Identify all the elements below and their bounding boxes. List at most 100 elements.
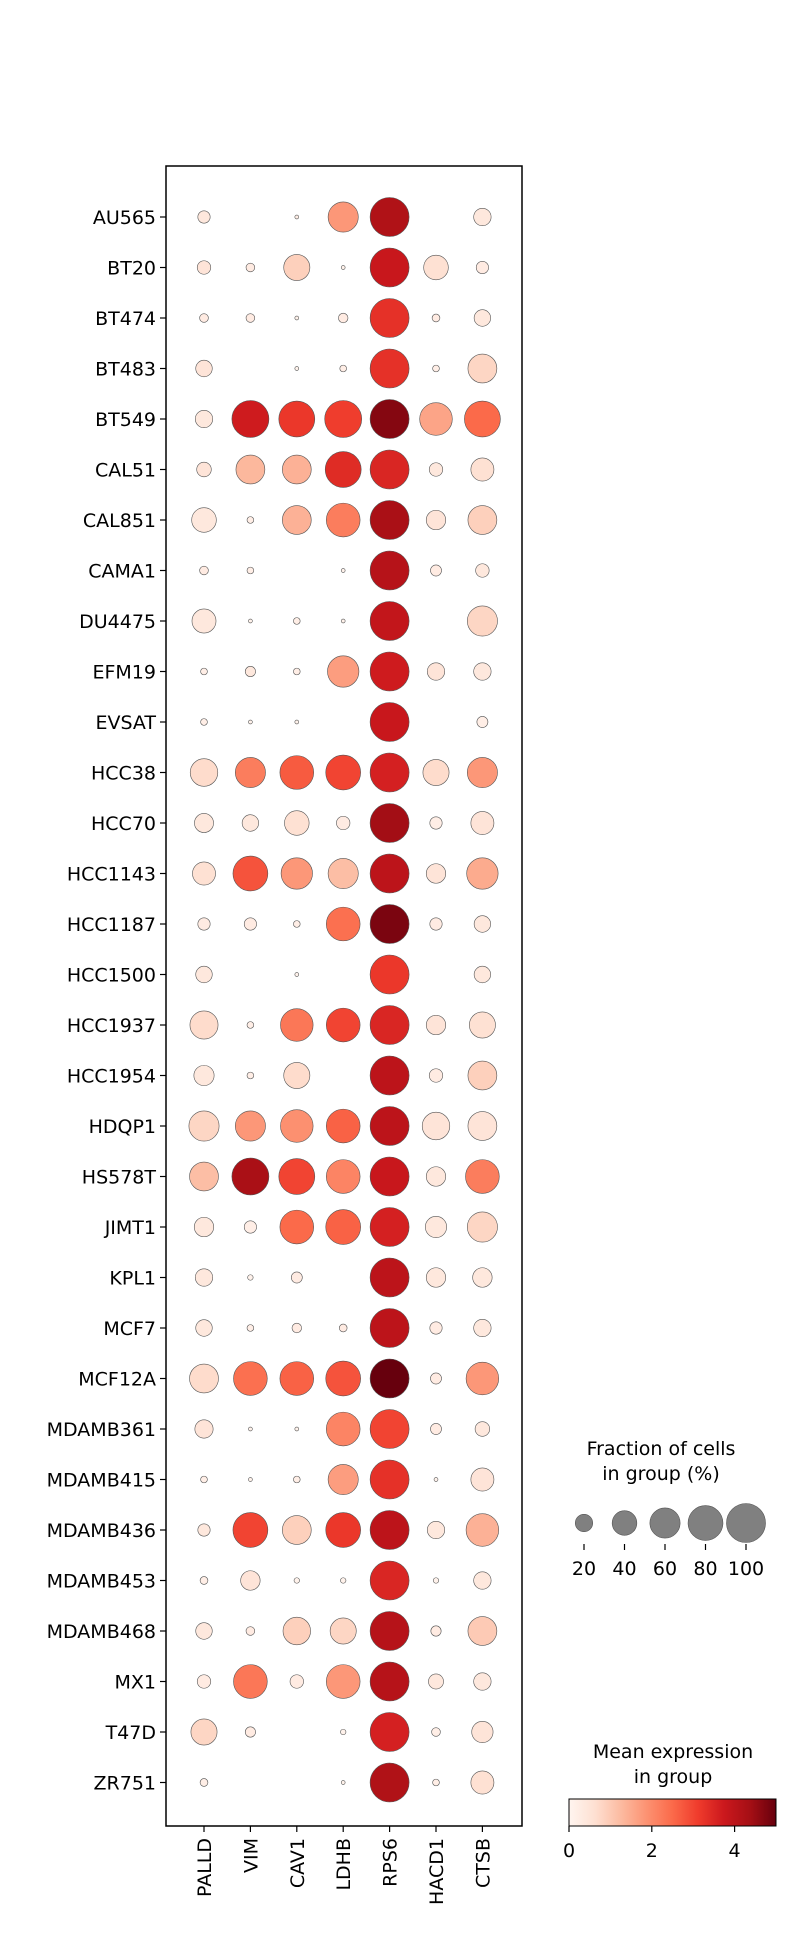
dot-cal851-palld	[191, 507, 217, 533]
dot-hdqp1-ctsb	[467, 1111, 498, 1141]
dot-hcc70-vim	[241, 814, 259, 832]
dot-hcc1500-ctsb	[473, 965, 491, 984]
dot-hcc38-palld	[189, 758, 219, 787]
dot-mcf7-vim	[246, 1324, 255, 1332]
dot-hdqp1-ldhb	[326, 1108, 361, 1144]
dot-bt474-ldhb	[338, 312, 349, 324]
dot-efm19-cav1	[293, 667, 301, 676]
dot-hcc38-rps6	[369, 752, 410, 793]
dot-bt20-palld	[196, 260, 212, 275]
dot-hcc1954-rps6	[369, 1055, 410, 1096]
dot-hcc1143-ctsb	[466, 857, 499, 890]
dot-mdamb361-palld	[194, 1419, 214, 1439]
dot-hcc1187-ldhb	[326, 906, 361, 942]
dot-du4475-ctsb	[466, 605, 498, 637]
colorbar-tick-label: 2	[646, 1840, 658, 1862]
dot-mdamb468-palld	[195, 1622, 213, 1640]
dot-mdamb415-ldhb	[327, 1464, 359, 1495]
dot-hcc1187-palld	[197, 917, 211, 931]
dot-mdamb415-rps6	[369, 1459, 410, 1500]
dot-mdamb436-rps6	[369, 1510, 410, 1550]
dot-jimt1-ldhb	[325, 1209, 361, 1245]
size-legend-dot	[687, 1505, 724, 1541]
dot-mdamb415-cav1	[293, 1475, 301, 1484]
dot-zr751-ctsb	[470, 1770, 495, 1795]
dot-t47d-hacd1	[431, 1727, 441, 1737]
dot-bt483-palld	[195, 359, 213, 378]
dot-hs578t-vim	[231, 1157, 270, 1196]
dot-mcf12a-rps6	[369, 1358, 410, 1399]
dot-mdamb361-ldhb	[326, 1411, 361, 1447]
dot-bt483-hacd1	[432, 364, 440, 373]
dot-hs578t-palld	[189, 1161, 219, 1192]
dot-hcc1500-palld	[195, 965, 213, 984]
dot-bt474-ctsb	[473, 309, 491, 327]
dot-bt483-ldhb	[339, 364, 347, 373]
dot-mcf12a-cav1	[279, 1361, 314, 1396]
dot-mdamb436-cav1	[282, 1515, 312, 1545]
dot-hcc1143-ldhb	[327, 858, 359, 889]
dot-cal851-rps6	[369, 500, 410, 540]
dot-jimt1-hacd1	[425, 1216, 447, 1238]
dot-hcc1954-cav1	[283, 1062, 311, 1089]
dot-hcc1143-vim	[232, 855, 269, 892]
dot-hcc1143-rps6	[369, 853, 410, 894]
dot-mx1-palld	[196, 1674, 212, 1689]
dot-hcc38-ctsb	[466, 757, 498, 788]
dot-mdamb453-rps6	[369, 1560, 410, 1601]
dot-t47d-rps6	[369, 1712, 410, 1752]
y-tick-label: T47D	[105, 1722, 156, 1744]
dot-au565-ldhb	[327, 201, 359, 233]
dot-mdamb468-hacd1	[430, 1625, 442, 1637]
dot-cal851-ldhb	[326, 502, 361, 538]
plot-frame	[165, 165, 523, 1827]
dot-jimt1-rps6	[369, 1207, 410, 1247]
dot-kpl1-cav1	[290, 1271, 303, 1284]
dot-kpl1-vim	[247, 1274, 254, 1281]
dot-hcc1937-ldhb	[326, 1007, 361, 1043]
dot-mdamb468-ldhb	[329, 1617, 357, 1645]
x-tick-label: HACD1	[426, 1838, 448, 1905]
dot-cama1-ctsb	[475, 563, 490, 578]
dot-t47d-ctsb	[471, 1721, 494, 1743]
dot-mdamb468-cav1	[282, 1616, 311, 1646]
y-axis: AU565 BT20 BT474 BT483 BT549 CAL51 CAL851 CAMA1…	[47, 207, 166, 1795]
dot-cama1-ldhb	[340, 568, 346, 573]
x-tick-label: LDHB	[333, 1838, 355, 1891]
dot-cal851-vim	[246, 516, 255, 524]
dot-mdamb453-ldhb	[340, 1577, 347, 1584]
dot-mdamb468-ctsb	[467, 1616, 498, 1646]
colorbar	[568, 1798, 777, 1827]
dot-mdamb436-hacd1	[426, 1520, 446, 1540]
dot-cal51-vim	[235, 454, 266, 485]
y-tick-label: MX1	[115, 1672, 157, 1694]
dot-au565-rps6	[369, 197, 410, 237]
dot-hcc70-ctsb	[470, 811, 495, 835]
dot-evsat-ctsb	[476, 716, 489, 728]
y-tick-label: HCC1187	[67, 914, 156, 936]
dot-hs578t-ctsb	[465, 1159, 500, 1194]
y-tick-label: HCC70	[91, 813, 156, 835]
dot-hs578t-ldhb	[326, 1159, 361, 1194]
dot-bt20-cav1	[283, 254, 311, 281]
dot-mdamb453-hacd1	[432, 1577, 440, 1584]
dot-jimt1-cav1	[279, 1209, 314, 1245]
dot-hcc1143-cav1	[280, 857, 313, 890]
dot-bt549-hacd1	[419, 402, 453, 436]
dot-mdamb468-vim	[245, 1626, 256, 1636]
y-tick-label: MCF12A	[78, 1369, 156, 1391]
dot-hs578t-hacd1	[425, 1166, 447, 1187]
dot-mdamb415-ctsb	[470, 1467, 495, 1492]
dot-cal51-ctsb	[470, 457, 495, 482]
dot-t47d-ldhb	[340, 1728, 347, 1736]
dot-bt474-hacd1	[431, 313, 441, 323]
dot-cal51-rps6	[369, 449, 410, 490]
dot-evsat-palld	[200, 718, 208, 726]
dot-efm19-vim	[244, 666, 256, 677]
dot-bt474-vim	[245, 313, 256, 323]
dot-efm19-ctsb	[473, 662, 492, 681]
dot-hcc1937-hacd1	[425, 1014, 447, 1036]
dot-t47d-vim	[244, 1726, 256, 1738]
dot-zr751-hacd1	[432, 1778, 440, 1787]
